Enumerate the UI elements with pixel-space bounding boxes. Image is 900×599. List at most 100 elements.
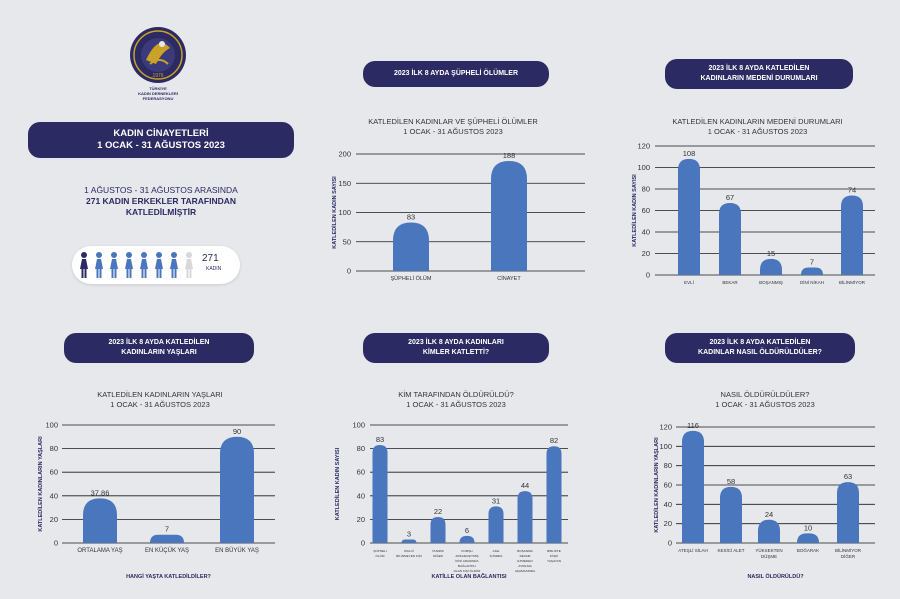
category-label: BİLİNMİYOR bbox=[835, 547, 862, 553]
y-tick-label: 120 bbox=[659, 423, 672, 432]
y-tick-label: 100 bbox=[45, 421, 58, 430]
bar-value-label: 67 bbox=[726, 193, 734, 202]
category-label: ÖLÜM bbox=[376, 554, 385, 558]
y-tick-label: 40 bbox=[50, 491, 58, 500]
chart-title-line: 1 OCAK - 31 AĞUSTOS 2023 bbox=[715, 400, 815, 409]
bar-value-label: 83 bbox=[407, 212, 415, 221]
category-label: DİĞER bbox=[841, 553, 856, 559]
headline-line: 271 KADIN ERKEKLER TARAFINDAN bbox=[85, 196, 237, 206]
y-axis-label: KATLEDİLEN KADINLARIN YAŞLARI bbox=[653, 437, 660, 533]
category-label: EN KÜÇÜK YAŞ bbox=[145, 547, 189, 554]
bar bbox=[720, 486, 742, 543]
bar-value-label: 3 bbox=[407, 529, 411, 538]
pill-line: 2023 İLK 8 AYDA KATLEDİLEN bbox=[108, 339, 210, 346]
category-label: KNA-Ö bbox=[404, 549, 414, 553]
chart-title-line: 1 OCAK - 31 AĞUSTOS 2023 bbox=[110, 400, 210, 409]
bar-value-label: 24 bbox=[765, 510, 773, 519]
category-label: TANIDIK bbox=[432, 549, 445, 553]
logo-line: KADIN DERNEKLERİ bbox=[138, 91, 178, 96]
category-label: DÜŞME bbox=[761, 553, 777, 559]
y-tick-label: 80 bbox=[642, 185, 650, 194]
bar bbox=[760, 258, 782, 275]
woman-figure-icon bbox=[80, 252, 88, 278]
y-tick-label: 100 bbox=[659, 442, 672, 451]
main-title-line: KADIN CİNAYETLERİ bbox=[113, 128, 209, 139]
category-label: ATEŞLİ SİLAH bbox=[678, 547, 707, 553]
y-tick-label: 0 bbox=[668, 539, 672, 548]
category-label: CİNAYET bbox=[497, 275, 521, 282]
bar-value-label: 63 bbox=[844, 472, 852, 481]
y-tick-label: 60 bbox=[664, 481, 672, 490]
bar bbox=[837, 482, 859, 543]
y-tick-label: 80 bbox=[357, 444, 365, 453]
woman-figure-icon bbox=[185, 252, 193, 278]
logo-line: FEDERASYONU bbox=[142, 96, 174, 101]
bar bbox=[150, 534, 184, 543]
category-label: BEKAR bbox=[722, 280, 738, 285]
panel-pill-perpetrators: 2023 İLK 8 AYDA KADINLARI KİMLER KATLETT… bbox=[363, 333, 549, 363]
y-tick-label: 50 bbox=[343, 237, 351, 246]
headline-line: 1 AĞUSTOS - 31 AĞUSTOS ARASINDA bbox=[84, 185, 238, 195]
woman-figure-icon bbox=[155, 252, 163, 278]
y-tick-label: 100 bbox=[352, 421, 365, 430]
pill-line: 2023 İLK 8 AYDA ŞÜPHELİ ÖLÜMLER bbox=[393, 70, 519, 77]
y-axis-label: KATLEDİLEN KADINLARIN YAŞLARI bbox=[37, 436, 44, 532]
pill-line: KİMLER KATLETTİ? bbox=[422, 349, 490, 356]
bar-value-label: 83 bbox=[376, 435, 384, 444]
chart-title-p2: KATLEDİLEN KADINLARIN MEDENİ DURUMLARI 1… bbox=[630, 117, 885, 137]
bar-value-label: 116 bbox=[687, 421, 699, 430]
bar bbox=[491, 161, 527, 271]
category-label: AYRILMA bbox=[518, 564, 532, 568]
x-axis-label: NASIL ÖLDÜRÜLDÜ? bbox=[747, 573, 804, 580]
y-axis-label: KATLEDİLEN KADIN SAYISI bbox=[334, 447, 341, 520]
svg-text:1976: 1976 bbox=[152, 73, 163, 79]
woman-figure-icon bbox=[110, 252, 118, 278]
bar bbox=[372, 445, 388, 543]
headline-line: KATLEDİLMİŞTİR bbox=[125, 207, 197, 217]
category-label: ARKADAŞIYMIŞ bbox=[455, 554, 478, 558]
chart-title-line: 1 OCAK - 31 AĞUSTOS 2023 bbox=[406, 400, 506, 409]
chart-title-line: KATLEDİLEN KADINLARIN MEDENİ DURUMLARI bbox=[672, 117, 843, 126]
panel-pill-ages: 2023 İLK 8 AYDA KATLEDİLEN KADINLARIN YA… bbox=[64, 333, 254, 363]
y-tick-label: 80 bbox=[664, 461, 672, 470]
category-label: ŞÜPHELİ bbox=[373, 548, 386, 553]
figure-count: 271 bbox=[202, 253, 219, 264]
bar bbox=[220, 436, 254, 543]
category-label: BİRLİKTE bbox=[547, 548, 561, 553]
category-label: AŞAMASINDA bbox=[515, 569, 536, 573]
bar bbox=[83, 498, 117, 543]
panel-pill-suspicious-deaths: 2023 İLK 8 AYDA ŞÜPHELİ ÖLÜMLER bbox=[363, 61, 549, 87]
category-label: BAĞLANTILI bbox=[458, 563, 476, 568]
y-tick-label: 60 bbox=[50, 468, 58, 477]
chart-title-line: KİM TARAFINDAN ÖLDÜRÜLDÜ? bbox=[398, 390, 514, 399]
chart-title-line: KATLEDİLEN KADINLAR VE ŞÜPHELİ ÖLÜMLER bbox=[368, 117, 538, 126]
y-tick-label: 200 bbox=[338, 150, 351, 159]
bar bbox=[801, 267, 823, 275]
bar-value-label: 58 bbox=[727, 477, 735, 486]
pill-line: KADINLAR NASIL ÖLDÜRÜLDÜLER? bbox=[698, 349, 822, 356]
category-label: DEVAM bbox=[520, 554, 531, 558]
chart-title-p4: KİM TARAFINDAN ÖLDÜRÜLDÜ? 1 OCAK - 31 AĞ… bbox=[336, 390, 576, 410]
bar bbox=[758, 519, 780, 543]
bar bbox=[678, 158, 700, 275]
y-tick-label: 0 bbox=[361, 539, 365, 548]
bar bbox=[719, 202, 741, 275]
panel-pill-marital-status: 2023 İLK 8 AYDA KATLEDİLEN KADINLARIN ME… bbox=[665, 59, 853, 89]
x-axis-label: KATİLLE OLAN BAĞLANTISI bbox=[431, 572, 507, 580]
federation-logo: 1976 bbox=[130, 27, 186, 83]
woman-figure-icon bbox=[95, 252, 103, 278]
bar-value-label: 15 bbox=[767, 249, 775, 258]
figure-unit: KADIN bbox=[206, 266, 222, 272]
pill-line: 2023 İLK 8 AYDA KADINLARI bbox=[408, 339, 504, 346]
y-tick-label: 100 bbox=[338, 208, 351, 217]
bar-value-label: 44 bbox=[521, 481, 529, 490]
chart-title-p5: NASIL ÖLDÜRÜLDÜLER? 1 OCAK - 31 AĞUSTOS … bbox=[645, 390, 885, 410]
pill-line: KADINLARIN MEDENİ DURUMLARI bbox=[700, 75, 818, 82]
y-tick-label: 60 bbox=[642, 206, 650, 215]
category-label: KESİCİ ALET bbox=[717, 547, 744, 553]
category-label: BİLİNMEYEN KİŞİ bbox=[396, 553, 422, 558]
bar-value-label: 90 bbox=[233, 427, 241, 436]
bar bbox=[430, 517, 446, 543]
main-title-line: 1 OCAK - 31 AĞUSTOS 2023 bbox=[97, 140, 225, 151]
bar bbox=[546, 446, 562, 543]
